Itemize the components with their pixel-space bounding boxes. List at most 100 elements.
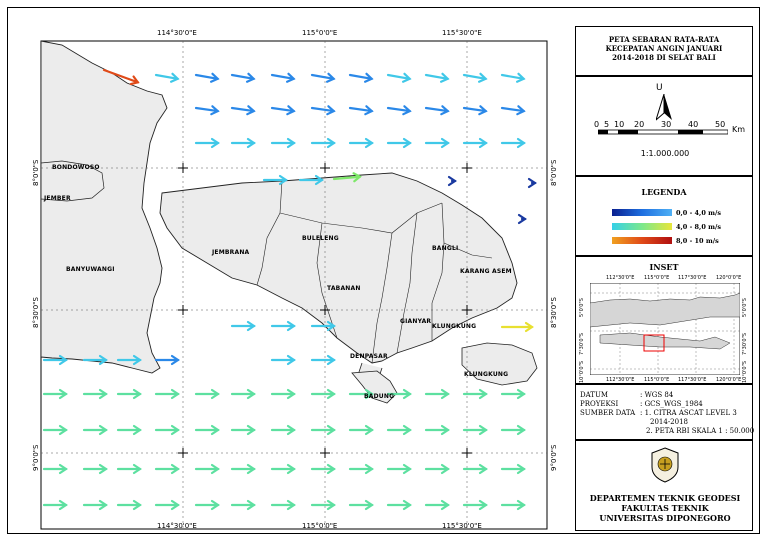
- legend-swatch-2: [612, 223, 672, 230]
- wind-arrow: [500, 499, 526, 511]
- wind-arrow: [42, 463, 68, 475]
- inset-top-tick-1: 112°30'0"E: [606, 275, 635, 281]
- label-jember: JEMBER: [44, 195, 71, 202]
- wind-arrow: [348, 463, 374, 475]
- right-tick-2: 8°30'0"S: [550, 297, 558, 328]
- label-klungkung-1: KLUNGKUNG: [432, 323, 477, 330]
- wind-arrow: [424, 388, 450, 400]
- university-logo: [651, 447, 679, 483]
- wind-arrow: [386, 424, 412, 436]
- wind-arrow: [500, 72, 526, 83]
- wind-arrow: [270, 424, 296, 436]
- wind-arrow: [116, 463, 142, 475]
- legend-box: LEGENDA 0,0 - 4,0 m/s 4,0 - 8,0 m/s 8,0 …: [575, 176, 753, 256]
- footer-line-2: FAKULTAS TEKNIK: [621, 503, 709, 513]
- wind-arrow: [194, 388, 220, 400]
- wind-arrow: [462, 424, 488, 436]
- scale-label-30: 30: [661, 120, 672, 129]
- boundary-badung: [371, 232, 393, 364]
- wind-arrow: [348, 105, 374, 116]
- wind-arrow: [527, 177, 537, 189]
- bali-landmass: [159, 172, 518, 364]
- legend-label-3: 8,0 - 10 m/s: [676, 237, 719, 245]
- label-tabanan: TABANAN: [327, 285, 361, 292]
- wind-arrow: [462, 105, 488, 116]
- inset-box: INSET 112°30'0"E 115°0'0"E 117°30'0"E 12…: [575, 256, 753, 384]
- inset-left-tick-3: 10°0'0"S: [579, 360, 585, 383]
- wind-arrow: [348, 424, 374, 436]
- wind-arrow: [424, 424, 450, 436]
- left-tick-2: 8°30'0"S: [32, 297, 40, 328]
- boundary-buleleng: [279, 202, 443, 234]
- wind-arrow: [298, 174, 324, 186]
- wind-arrow: [42, 354, 68, 366]
- label-bangli: BANGLI: [432, 245, 459, 252]
- label-banyuwangi: BANYUWANGI: [66, 266, 115, 273]
- wind-arrow: [424, 137, 450, 149]
- wind-arrow: [310, 320, 336, 332]
- wind-arrow: [310, 137, 336, 149]
- wind-arrow: [154, 354, 180, 366]
- wind-arrow: [270, 72, 296, 83]
- top-tick-1: 114°30'0"E: [157, 29, 197, 37]
- legend-swatch-3: [612, 237, 672, 244]
- footer-line-3: UNIVERSITAS DIPONEGORO: [599, 513, 731, 523]
- bottom-tick-1: 114°30'0"E: [157, 522, 197, 530]
- wind-arrow: [82, 463, 108, 475]
- badung-coast: [351, 370, 398, 404]
- wind-arrow: [230, 320, 256, 332]
- wind-arrow: [424, 72, 450, 83]
- north-label: U: [656, 83, 663, 93]
- wind-arrow: [386, 72, 412, 83]
- wind-arrow: [462, 137, 488, 149]
- wind-arrow: [194, 424, 220, 436]
- left-tick-1: 8°0'0"S: [32, 159, 40, 186]
- inset-bottom-tick-2: 115°0'0"E: [644, 377, 670, 383]
- sumber-value-3: 2. PETA RBI SKALA 1 : 50.000: [646, 427, 755, 435]
- wind-arrow: [462, 72, 488, 83]
- label-klungkung-2: KLUNGKUNG: [464, 371, 509, 378]
- wind-arrow: [230, 72, 256, 83]
- label-badung: BADUNG: [364, 393, 395, 400]
- label-gianyar: GIANYAR: [400, 318, 432, 325]
- graticule-crosses: [178, 163, 472, 458]
- wind-arrow: [310, 388, 336, 400]
- wind-arrow: [230, 424, 256, 436]
- wind-arrow: [462, 499, 488, 511]
- legend-title: LEGENDA: [641, 187, 687, 197]
- wind-arrow: [348, 388, 374, 400]
- label-karangasem: KARANG ASEM: [460, 268, 512, 275]
- proyeksi-label: PROYEKSI: [580, 400, 619, 408]
- wind-arrow: [500, 463, 526, 475]
- wind-arrow: [116, 424, 142, 436]
- label-buleleng: BULELENG: [302, 235, 339, 242]
- scale-label-50: 50: [715, 120, 726, 129]
- wind-arrow: [270, 499, 296, 511]
- inset-top-tick-3: 117°30'0"E: [678, 275, 707, 281]
- wind-arrow: [310, 424, 336, 436]
- scale-label-40: 40: [688, 120, 699, 129]
- top-tick-2: 115°0'0"E: [302, 29, 338, 37]
- wind-arrow: [82, 424, 108, 436]
- wind-arrow: [42, 424, 68, 436]
- right-tick-3: 9°0'0"S: [550, 444, 558, 471]
- wind-arrow: [386, 388, 412, 400]
- boundary-bangli: [431, 202, 445, 341]
- wind-arrow: [116, 388, 142, 400]
- wind-arrow: [230, 388, 256, 400]
- wind-arrow: [500, 424, 526, 436]
- scale-label-0: 0: [594, 120, 600, 129]
- scale-unit: Km: [732, 125, 746, 134]
- bottom-tick-2: 115°0'0"E: [302, 522, 338, 530]
- inset-bottom-tick-4: 120°0'0"E: [716, 377, 742, 383]
- datum-label: DATUM: [580, 391, 609, 399]
- wind-arrow: [462, 463, 488, 475]
- wind-arrows: [42, 68, 537, 511]
- inset-right-tick-3: 10°0'0"S: [742, 360, 748, 383]
- scale-label-5: 5: [604, 120, 610, 129]
- wind-arrow: [517, 213, 527, 225]
- map-frame[interactable]: 114°30'0"E 115°0'0"E 115°30'0"E 114°30'0…: [32, 23, 563, 535]
- left-tick-3: 9°0'0"S: [32, 444, 40, 471]
- title-line-2: KECEPATAN ANGIN JANUARI: [605, 44, 723, 53]
- sumber-value-1: : 1. CITRA ASCAT LEVEL 3: [640, 409, 737, 417]
